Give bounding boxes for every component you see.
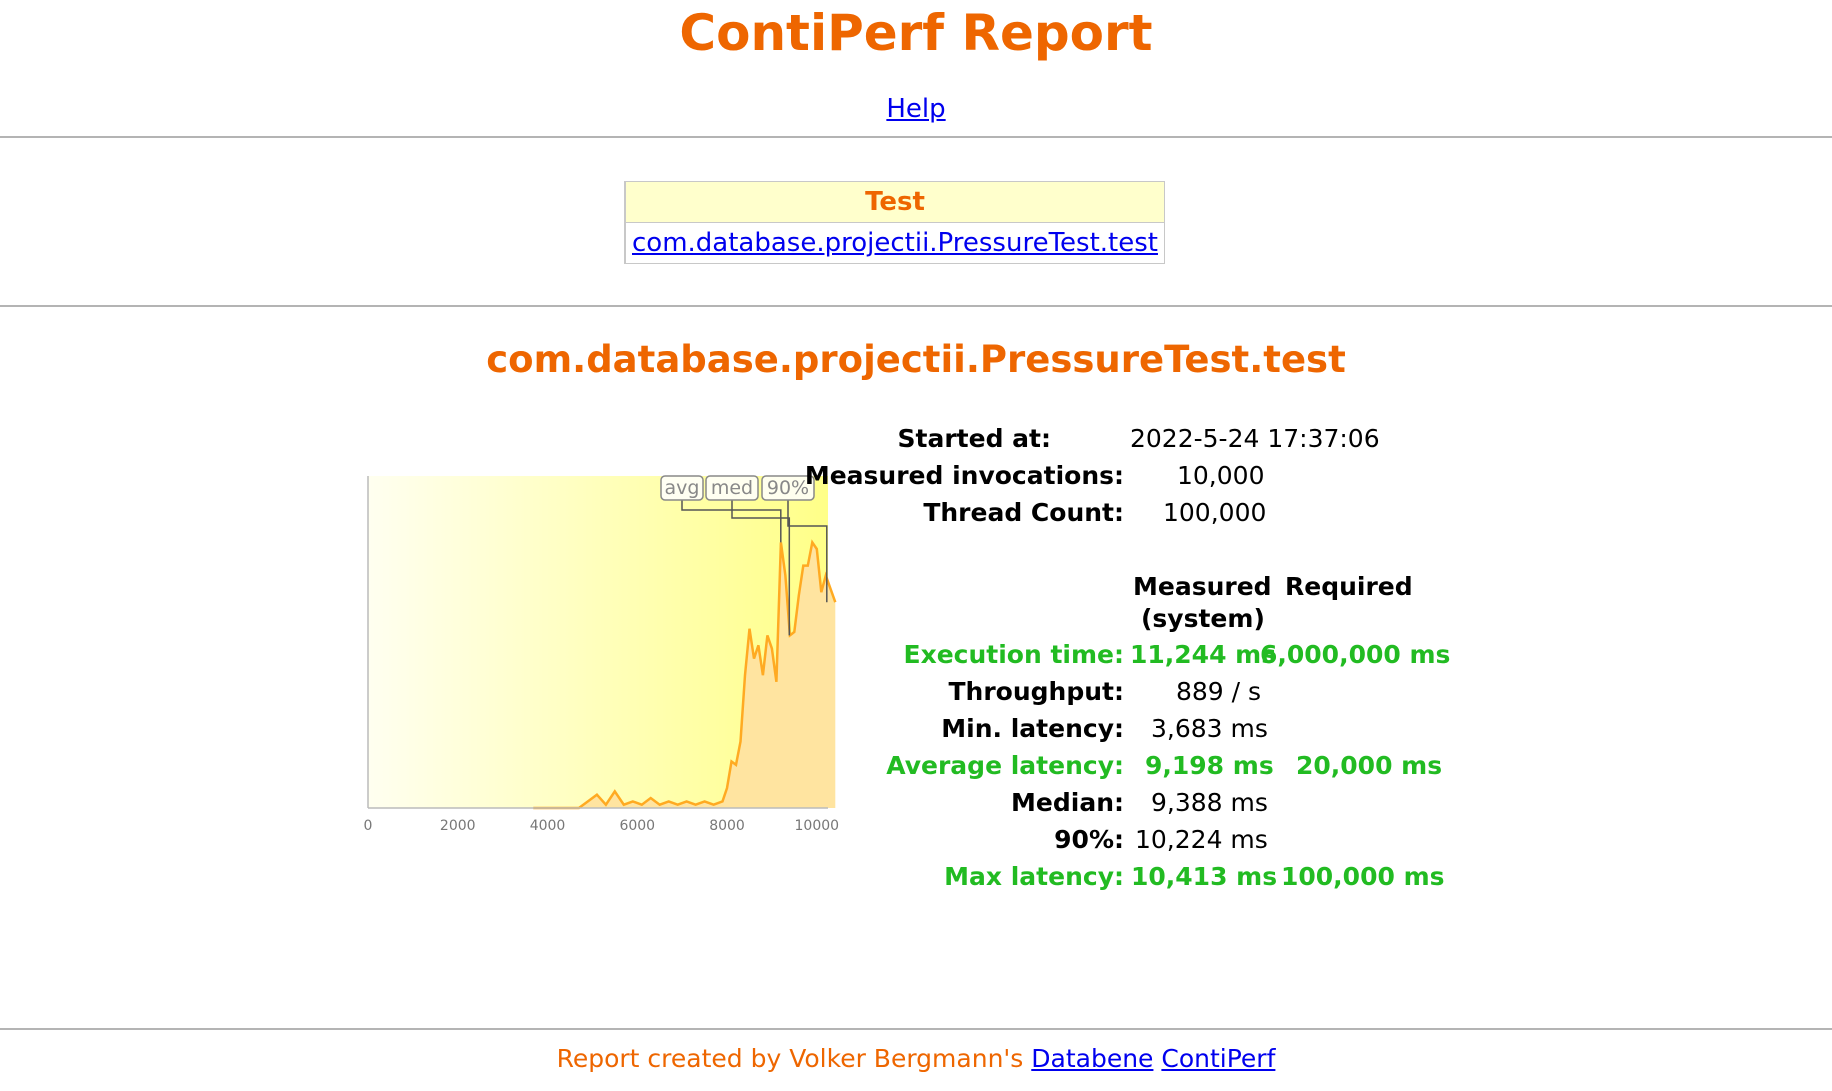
test-title: com.database.projectii.PressureTest.test	[486, 338, 1346, 381]
marker-line-p90	[787, 500, 828, 603]
table-row: com.database.projectii.PressureTest.test	[624, 222, 1165, 264]
invocations-value: 10,000	[1177, 461, 1265, 490]
marker-label-box	[761, 475, 815, 501]
min-latency-value: 3,683 ms	[1151, 714, 1268, 743]
marker-label: 90%	[767, 477, 809, 499]
measured-column-subheader: (system)	[1141, 604, 1265, 633]
x-tick-label: 0	[364, 818, 373, 834]
marker-label: avg	[665, 477, 700, 499]
tests-table: Test com.database.projectii.PressureTest…	[624, 181, 1165, 264]
threads-value: 100,000	[1163, 498, 1267, 527]
median-label: Median:	[1011, 788, 1124, 817]
marker-label-box	[705, 475, 759, 501]
help-container: Help	[0, 94, 1832, 124]
latency-area	[533, 542, 836, 808]
x-tick-label: 4000	[530, 818, 566, 834]
p90-value: 10,224 ms	[1135, 825, 1268, 854]
measured-column-header: Measured	[1133, 572, 1272, 601]
x-tick-label: 10000	[795, 818, 840, 834]
invocations-label: Measured invocations:	[804, 461, 1124, 490]
threads-label: Thread Count:	[923, 498, 1124, 527]
min-latency-label: Min. latency:	[941, 714, 1124, 743]
marker-label: med	[711, 477, 753, 499]
x-tick-label: 6000	[619, 818, 655, 834]
execution-time-label: Execution time:	[903, 640, 1125, 669]
marker-line-med	[731, 500, 791, 636]
average-latency-measured: 9,198 ms	[1145, 751, 1274, 780]
test-column-header: Test	[625, 181, 1165, 223]
max-latency-measured: 10,413 ms	[1131, 862, 1278, 891]
x-tick-label: 2000	[440, 818, 476, 834]
throughput-label: Throughput:	[948, 677, 1125, 706]
help-link[interactable]: Help	[886, 94, 946, 124]
median-value: 9,388 ms	[1151, 788, 1268, 817]
x-tick-label: 8000	[709, 818, 745, 834]
marker-label-box	[660, 475, 704, 501]
required-column-header: Required	[1285, 572, 1413, 601]
started-label: Started at:	[897, 424, 1051, 453]
footer-text: Report created by Volker Bergmann's	[556, 1044, 1024, 1073]
average-latency-required: 20,000 ms	[1296, 751, 1443, 780]
tests-table-header-row: Test	[624, 181, 1165, 223]
databene-link[interactable]: Databene	[1031, 1044, 1154, 1073]
latency-line	[533, 539, 837, 810]
divider-bottom	[0, 1028, 1832, 1030]
divider-middle	[0, 305, 1832, 307]
max-latency-label: Max latency:	[944, 862, 1124, 891]
execution-time-required: 6,000,000 ms	[1260, 640, 1451, 669]
test-name-cell: com.database.projectii.PressureTest.test	[625, 222, 1165, 264]
test-link[interactable]: com.database.projectii.PressureTest.test	[632, 228, 1158, 258]
status-indicator	[624, 222, 626, 264]
divider-top	[0, 136, 1832, 138]
latency-chart: 0 2000 4000 6000 8000 10000 avg med 90%	[364, 475, 840, 834]
max-latency-required: 100,000 ms	[1281, 862, 1445, 891]
page-title: ContiPerf Report	[679, 4, 1153, 62]
contiperf-link[interactable]: ContiPerf	[1161, 1044, 1276, 1073]
throughput-value: 889 / s	[1176, 677, 1262, 706]
execution-time-measured: 11,244 ms	[1130, 640, 1277, 669]
average-latency-label: Average latency:	[886, 751, 1124, 780]
p90-label: 90%:	[1054, 825, 1124, 854]
footer: Report created by Volker Bergmann's Data…	[0, 1044, 1832, 1073]
started-value: 2022-5-24 17:37:06	[1130, 424, 1380, 453]
